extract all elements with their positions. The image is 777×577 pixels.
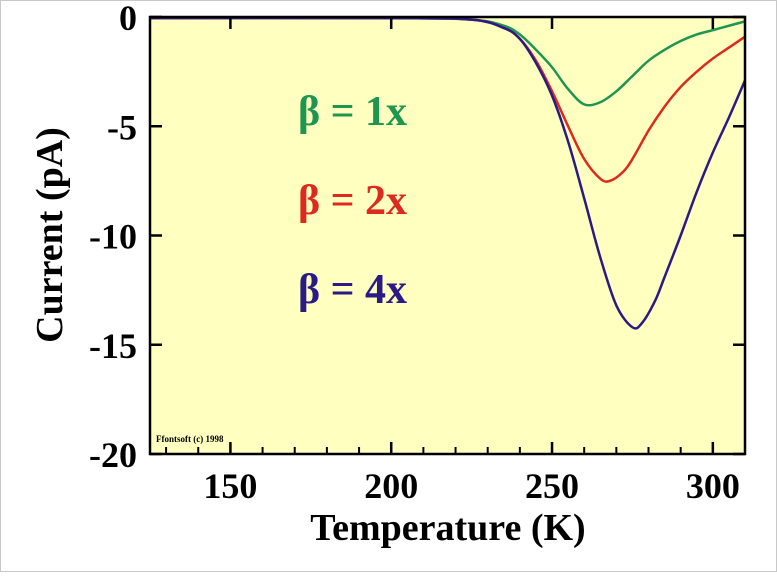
watermark: Ffontsoft (c) 1998 <box>156 434 224 444</box>
x-tick-label-250: 250 <box>525 466 579 506</box>
y-tick-label--20: -20 <box>89 435 137 475</box>
y-axis-label: Current (pA) <box>29 127 71 343</box>
legend: β = 1x β = 2x β = 4x <box>298 89 407 313</box>
x-tick-label-150: 150 <box>203 466 257 506</box>
series-line-3 <box>149 16 747 330</box>
x-axis-ticks: 150 200 250 300 <box>165 17 746 506</box>
x-tick-label-200: 200 <box>364 466 418 506</box>
legend-label-3: β = 4x <box>298 267 407 313</box>
series-group <box>149 16 747 330</box>
y-tick-label--5: -5 <box>107 107 137 147</box>
x-tick-label-300: 300 <box>686 466 740 506</box>
y-tick-label--15: -15 <box>89 326 137 366</box>
y-axis-ticks: 0 -5 -10 -15 -20 <box>89 0 745 475</box>
plot-background <box>150 17 745 454</box>
legend-label-2: β = 2x <box>298 178 407 224</box>
y-tick-label-0: 0 <box>119 0 137 38</box>
x-axis-label: Temperature (K) <box>310 507 585 549</box>
legend-label-1: β = 1x <box>298 89 407 135</box>
y-tick-label--10: -10 <box>89 217 137 257</box>
